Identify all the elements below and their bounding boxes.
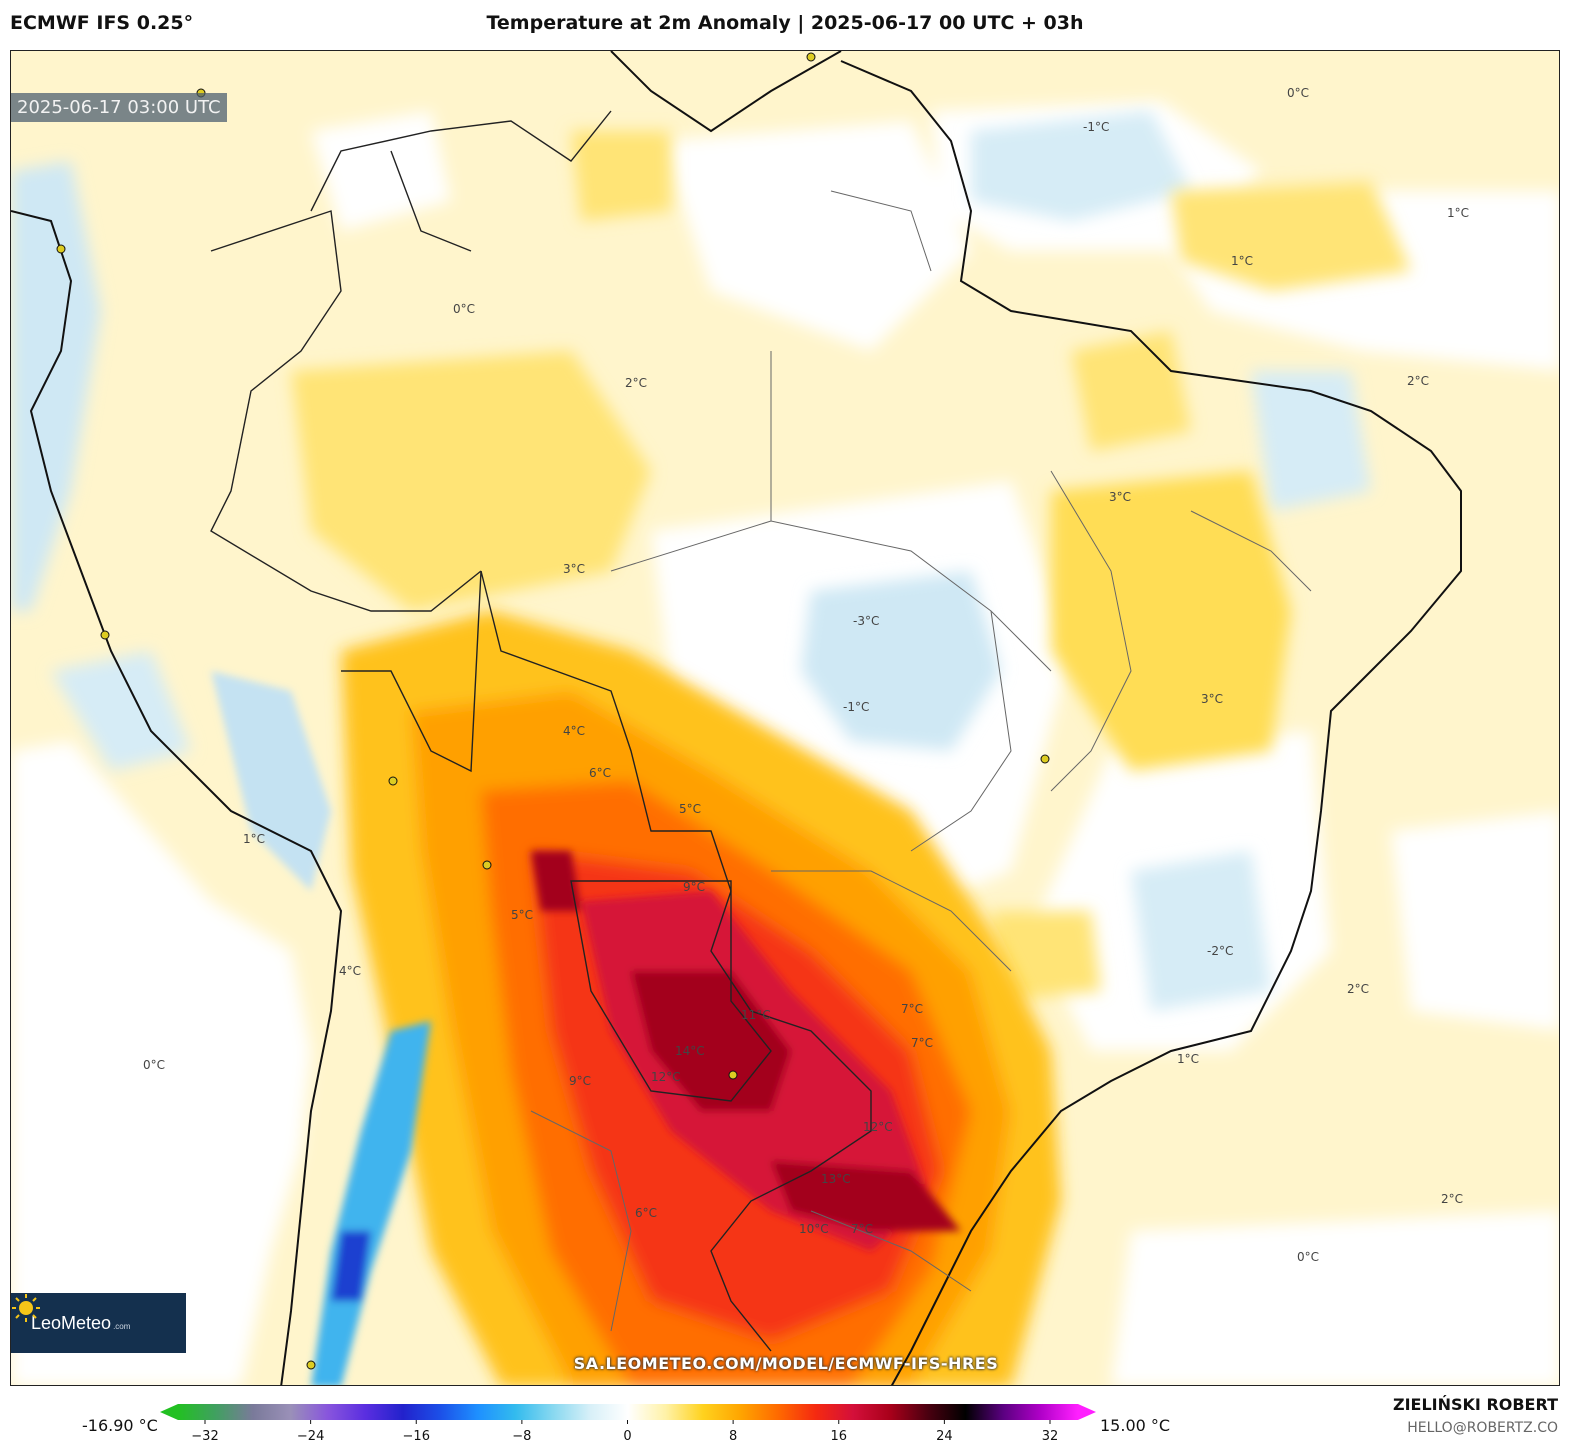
- contour-label: 4°C: [339, 964, 361, 978]
- cool-zones: [11, 111, 1371, 1011]
- map-title: Temperature at 2m Anomaly | 2025-06-17 0…: [486, 12, 1084, 34]
- contour-label: 10°C: [799, 1222, 829, 1236]
- contour-label: 0°C: [1297, 1250, 1319, 1264]
- contour-label: 3°C: [563, 562, 585, 576]
- colorbar-max-label: 15.00 °C: [1100, 1416, 1171, 1435]
- contour-label: 2°C: [625, 376, 647, 390]
- contour-label: 9°C: [569, 1074, 591, 1088]
- colorbar-tick-label: 8: [729, 1429, 737, 1444]
- contour-label: 0°C: [453, 302, 475, 316]
- author-email: HELLO@ROBERTZ.CO: [1407, 1420, 1558, 1436]
- logo-suffix: .com: [113, 1321, 131, 1331]
- colorbar-tick-label: −24: [297, 1429, 324, 1444]
- contour-label: 0°C: [1287, 86, 1309, 100]
- contour-label: -1°C: [843, 700, 869, 714]
- contour-label: 6°C: [589, 766, 611, 780]
- contour-label: 13°C: [821, 1172, 851, 1186]
- colorbar-tick-label: −16: [403, 1429, 430, 1444]
- colorbar-tick-label: −32: [191, 1429, 218, 1444]
- country-borders: [210, 110, 872, 1352]
- watermark-url: SA.LEOMETEO.COM/MODEL/ECMWF-IFS-HRES: [573, 1354, 999, 1373]
- colorbar-tick-label: 16: [830, 1429, 847, 1444]
- contour-label: 4°C: [563, 724, 585, 738]
- contour-label: -3°C: [853, 614, 879, 628]
- colorbar-min-arrow: [160, 1404, 178, 1420]
- colorbar-tick-label: 24: [936, 1429, 953, 1444]
- colorbar-tick-label: 32: [1042, 1429, 1059, 1444]
- coastline: [11, 51, 1462, 1385]
- warm-zones-light: [291, 131, 1411, 1001]
- contour-label: 6°C: [635, 1206, 657, 1220]
- contour-label: 11°C: [741, 1008, 771, 1022]
- author-name: ZIELIŃSKI ROBERT: [1392, 1395, 1558, 1414]
- contour-label: 1°C: [243, 832, 265, 846]
- contour-label: 7°C: [901, 1002, 923, 1016]
- contour-label: -2°C: [1207, 944, 1233, 958]
- state-borders: [530, 190, 1312, 1332]
- contour-label: 7°C: [851, 1222, 873, 1236]
- colorbar-min-label: -16.90 °C: [82, 1416, 158, 1435]
- contour-labels: 14°C 13°C 12°C 12°C 11°C 10°C 9°C 9°C 7°…: [143, 86, 1469, 1264]
- contour-label: 1°C: [1177, 1052, 1199, 1066]
- map-canvas: 14°C 13°C 12°C 12°C 11°C 10°C 9°C 9°C 7°…: [11, 51, 1559, 1385]
- contour-label: 3°C: [1201, 692, 1223, 706]
- contour-label: 2°C: [1441, 1192, 1463, 1206]
- logo-name: LeoMeteo: [31, 1312, 112, 1333]
- colorbar-bar: [178, 1404, 1078, 1420]
- anomaly-map: 14°C 13°C 12°C 12°C 11°C 10°C 9°C 9°C 7°…: [10, 50, 1560, 1386]
- contour-label: 3°C: [1109, 490, 1131, 504]
- sun-icon: [12, 1294, 40, 1322]
- contour-label: 0°C: [143, 1058, 165, 1072]
- contour-label: 7°C: [911, 1036, 933, 1050]
- valid-time-badge: 2025-06-17 03:00 UTC: [11, 93, 227, 122]
- contour-label: 12°C: [651, 1070, 681, 1084]
- contour-label: 5°C: [511, 908, 533, 922]
- colorbar-ticks: −32 −24 −16 −8 0 8 16 24 32: [191, 1420, 1058, 1444]
- contour-label: 1°C: [1231, 254, 1253, 268]
- colorbar-tick-label: 0: [623, 1429, 631, 1444]
- model-name: ECMWF IFS 0.25°: [10, 12, 194, 34]
- colorbar: −32 −24 −16 −8 0 8 16 24 32: [160, 1404, 1096, 1444]
- contour-label: 9°C: [683, 880, 705, 894]
- contour-label: 2°C: [1407, 374, 1429, 388]
- contour-label: 2°C: [1347, 982, 1369, 996]
- leometeo-logo: LeoMeteo .com: [11, 1293, 186, 1353]
- contour-label: -1°C: [1083, 120, 1109, 134]
- contour-label: 5°C: [679, 802, 701, 816]
- colorbar-max-arrow: [1078, 1404, 1096, 1420]
- colorbar-tick-label: −8: [512, 1429, 531, 1444]
- andes-cold: [211, 671, 431, 1385]
- contour-label: 1°C: [1447, 206, 1469, 220]
- contour-label: 12°C: [863, 1120, 893, 1134]
- contour-label: 14°C: [675, 1044, 705, 1058]
